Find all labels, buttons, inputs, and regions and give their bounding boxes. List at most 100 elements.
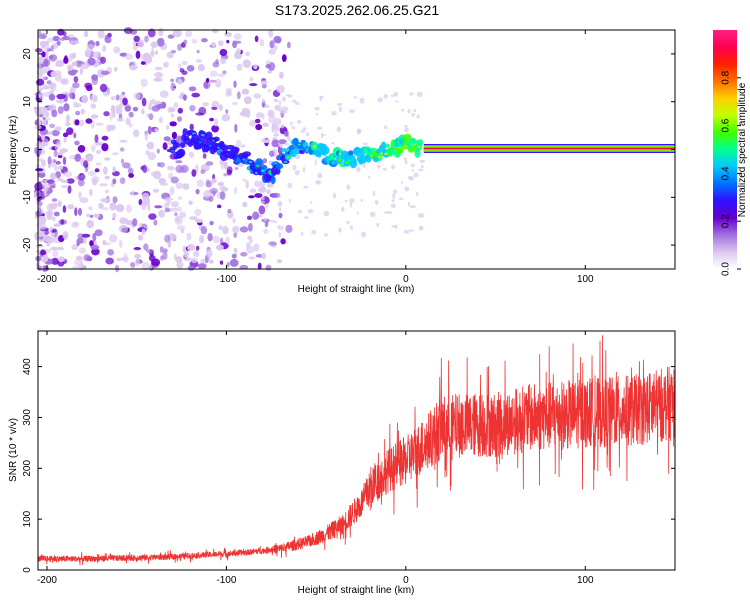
spectrogram-noise-blob [369,211,376,217]
spectrogram-noise-blob [276,259,283,264]
spectrogram-noise-blob [231,253,237,259]
spectrogram-ridge-blob [231,146,240,153]
spectrogram-noise-blob [338,106,342,113]
spectrogram-noise-blob [52,249,59,259]
spectrogram-noise-blob [218,40,224,47]
spectrogram-noise-blob [233,33,242,40]
spectrogram-noise-blob [234,123,238,133]
spectrogram-noise-blob [110,96,116,101]
spectrogram-noise-blob [170,201,179,208]
spectrogram-noise-blob [225,87,232,94]
spectrogram-noise-blob [101,135,109,141]
spectrogram-noise-blob [191,92,200,98]
spectrogram-noise-blob [80,108,86,115]
colorbar: 0.0 0.2 0.4 0.6 0.8 Normalized spectral ampl… [713,30,748,276]
spectrogram-noise-blob [49,123,55,129]
spectrogram-noise-blob [112,212,117,218]
spectrogram-noise-blob [119,217,127,225]
spectrogram-noise-blob [104,36,112,44]
spectrogram-noise-blob [121,227,129,233]
spectrogram-noise-blob [83,160,89,168]
spectrogram-noise-blob [170,82,176,92]
spectrogram-noise-blob [320,132,324,139]
spectrogram-noise-blob [273,45,278,51]
spectrogram-noise-blob [229,258,239,267]
spectrogram-noise-blob [119,177,126,185]
spectrogram-noise-blob [150,41,159,48]
spectrogram-noise-blob [99,83,108,93]
spectrogram-ridge-blob [280,148,288,153]
spectrogram-noise-blob [78,119,85,127]
spectrogram-noise-blob [248,256,256,260]
spectrogram-noise-blob [409,176,414,181]
spectrogram-noise-blob [176,261,184,269]
spectrogram-noise-blob [356,211,359,215]
spectrogram-noise-blob [194,208,202,216]
spectrogram-ridge-blob [324,146,330,154]
spectrogram-noise-blob [163,61,169,68]
spectrogram-noise-blob [128,173,135,178]
spectrogram-noise-blob [177,63,182,70]
spectrogram-noise-blob [103,166,108,175]
spectrogram-noise-blob [49,83,56,89]
spectrogram-noise-blob [70,40,74,45]
spectrogram-noise-blob [128,123,133,128]
spectrogram-noise-blob [209,117,215,122]
spectrogram-noise-blob [152,188,159,193]
spectrogram-noise-blob [178,196,183,200]
spectrogram-noise-blob [109,202,117,211]
spectrogram-noise-blob [158,209,165,218]
spectrogram-noise-blob [73,132,77,139]
spectrogram-noise-blob [392,193,396,199]
spectrogram-noise-blob [390,94,395,98]
spectrogram-noise-blob [73,76,79,83]
spectrogram-noise-blob [413,108,417,113]
snr-x-tick-label: 100 [577,575,594,586]
spectrogram-noise-blob [226,262,230,268]
spectrogram-noise-blob [317,180,322,184]
spectrogram-noise-blob [62,31,67,37]
spectrogram-noise-blob [191,38,198,44]
spectrogram-noise-blob [105,257,114,265]
spectrogram-noise-blob [206,248,213,258]
spectrogram-noise-blob [262,187,266,192]
spectrogram-noise-blob [104,175,110,180]
spectrogram-noise-blob [287,41,291,49]
spectrogram-noise-blob [242,107,250,114]
spectrogram-noise-blob [67,34,75,39]
spectrogram-noise-blob [216,244,224,251]
spectrogram-noise-blob [88,206,93,211]
spectrogram-noise-blob [249,77,254,82]
spectrogram-noise-blob [255,124,263,131]
spectrogram-noise-blob [273,133,280,137]
spectrogram-noise-blob [368,175,371,179]
spectrogram-noise-blob [123,27,133,34]
spectrogram-noise-blob [57,165,64,170]
spectrogram-noise-blob [126,204,132,213]
spectrogram-y-tick-label: 20 [22,48,33,60]
spectrogram-noise-blob [44,117,51,121]
spectrogram-noise-blob [38,226,46,230]
spectrogram-noise-blob [93,51,100,58]
spectrogram-noise-blob [80,257,84,266]
spectrogram-noise-blob [279,207,282,212]
spectrogram-noise-blob [84,49,91,58]
spectrogram-noise-blob [144,132,149,141]
spectrogram-noise-blob [66,178,75,184]
spectrogram-noise-blob [62,132,69,138]
spectrogram-noise-blob [51,232,55,238]
spectrogram-noise-blob [77,233,84,240]
spectrogram-noise-blob [57,256,65,263]
spectrogram-noise-blob [314,159,317,166]
spectrogram-noise-blob [74,154,82,162]
spectrogram-noise-blob [173,253,177,260]
spectrogram-noise-blob [253,93,261,99]
spectrogram-noise-blob [205,180,212,188]
spectrogram-noise-blob [37,202,43,207]
spectrogram-noise-blob [109,112,113,121]
snr-x-ticks: -200 -100 0 100 [37,331,594,586]
spectrogram-noise-blob [141,261,150,271]
spectrogram-noise-blob [37,206,42,215]
spectrogram-noise-blob [359,97,365,104]
spectrogram-noise-blob [274,118,282,126]
